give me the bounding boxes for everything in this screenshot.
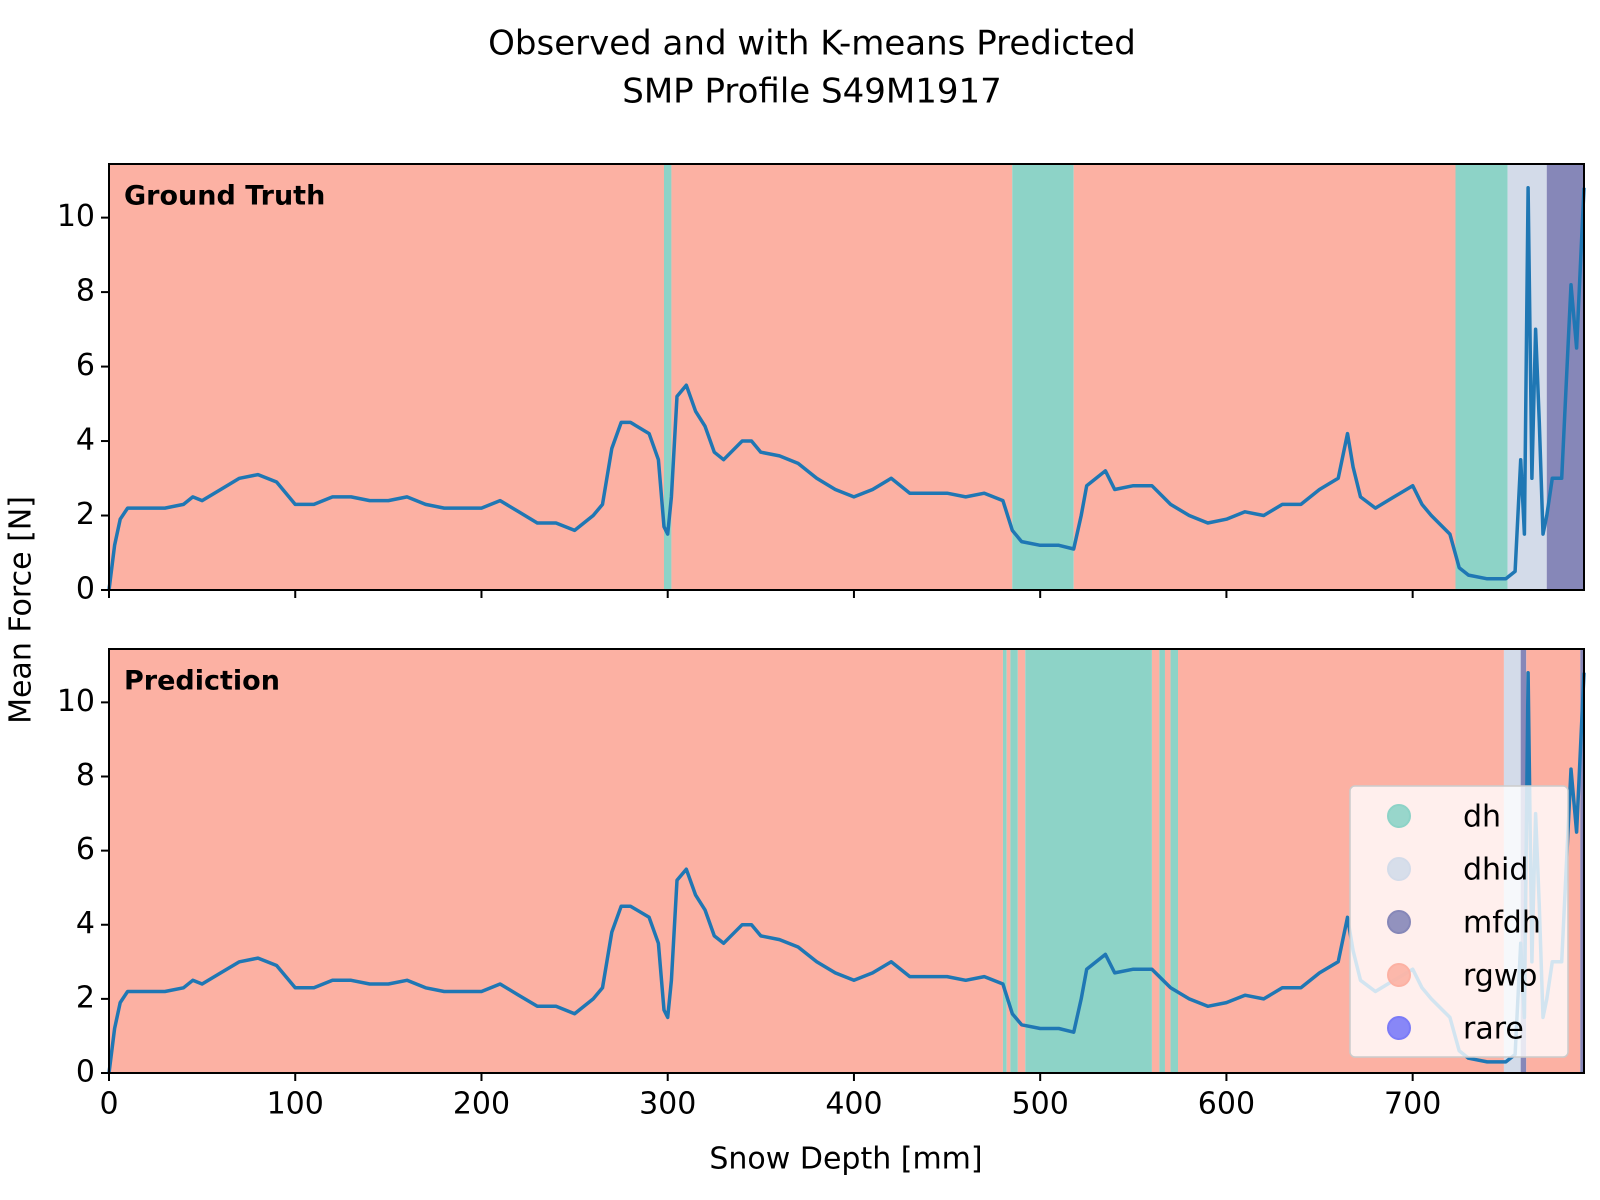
legend-marker: [1387, 804, 1411, 828]
class-span: [1159, 649, 1165, 1073]
y-tick-label: 2: [76, 980, 95, 1015]
panel-label: Ground Truth: [124, 181, 325, 212]
legend-marker: [1387, 1016, 1411, 1040]
legend-box: [1349, 785, 1569, 1058]
class-span: [1455, 164, 1508, 590]
legend-label: mfdh: [1463, 906, 1541, 941]
legend-marker: [1387, 910, 1411, 934]
class-span: [1006, 649, 1011, 1073]
class-span: [1073, 164, 1456, 590]
legend-label: dh: [1463, 800, 1501, 835]
class-span: [671, 164, 1013, 590]
y-tick-label: 6: [76, 348, 95, 383]
class-span: [1025, 649, 1152, 1073]
y-tick-label: 10: [57, 199, 95, 234]
x-tick-label: 600: [1198, 1087, 1255, 1122]
x-tick-label: 500: [1012, 1087, 1069, 1122]
y-tick-label: 6: [76, 832, 95, 867]
legend-marker: [1387, 963, 1411, 987]
class-span: [109, 164, 664, 590]
panel-label: Prediction: [124, 666, 280, 697]
force-line: [107, 186, 1586, 591]
y-tick-label: 8: [76, 758, 95, 793]
legend-label: dhid: [1463, 853, 1528, 888]
class-span: [1151, 649, 1160, 1073]
class-span: [109, 649, 1003, 1073]
legend-label: rgwp: [1463, 959, 1537, 994]
x-tick-label: 300: [639, 1087, 696, 1122]
y-tick-label: 4: [76, 423, 95, 458]
legend-label: rare: [1463, 1012, 1524, 1047]
axes-frame: [108, 163, 1585, 591]
x-tick-label: 400: [825, 1087, 882, 1122]
class-span: [663, 164, 672, 590]
axes-frame: [108, 648, 1585, 1074]
class-span: [1580, 649, 1584, 1073]
class-span: [1012, 164, 1074, 590]
x-tick-label: 100: [267, 1087, 324, 1122]
y-tick-label: 2: [76, 497, 95, 532]
class-span: [1017, 649, 1026, 1073]
class-span: [1010, 649, 1018, 1073]
y-tick-label: 0: [76, 572, 95, 607]
y-tick-label: 8: [76, 274, 95, 309]
chart-title: Observed and with K-means Predicted: [488, 24, 1136, 64]
y-tick-label: 10: [57, 684, 95, 719]
class-span: [1164, 649, 1171, 1073]
y-axis-label: Mean Force [N]: [4, 496, 39, 724]
class-span: [1170, 649, 1179, 1073]
class-span: [1002, 649, 1007, 1073]
x-tick-label: 700: [1384, 1087, 1441, 1122]
x-axis-label: Snow Depth [mm]: [709, 1142, 982, 1177]
x-tick-label: 200: [453, 1087, 510, 1122]
y-tick-label: 0: [76, 1055, 95, 1090]
legend-marker: [1387, 857, 1411, 881]
y-tick-label: 4: [76, 906, 95, 941]
x-tick-label: 0: [99, 1087, 118, 1122]
chart-title: SMP Profile S49M1917: [622, 72, 1001, 112]
